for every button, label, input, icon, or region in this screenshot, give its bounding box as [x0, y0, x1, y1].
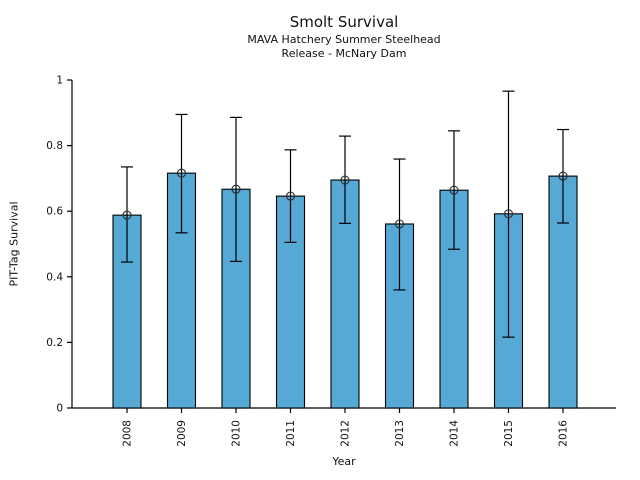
bar-marker — [176, 168, 187, 178]
bar-marker — [394, 219, 405, 229]
bar-marker — [340, 175, 350, 185]
y-tick-label: 1 — [56, 75, 63, 87]
x-axis-label: Year — [332, 455, 356, 468]
x-tick-label: 2015 — [503, 420, 515, 447]
y-tick-label: 0 — [56, 403, 63, 415]
bar-marker — [285, 191, 296, 201]
x-tick-label: 2014 — [449, 420, 461, 447]
x-tick-label: 2010 — [231, 420, 243, 447]
y-tick-label: 0.2 — [46, 337, 63, 349]
x-tick-label: 2013 — [394, 420, 406, 447]
bar-marker — [503, 209, 514, 219]
bar-marker — [558, 171, 568, 181]
y-axis-label: PIT-Tag Survival — [7, 201, 21, 287]
x-tick-label: 2016 — [558, 420, 570, 447]
chart-subtitle-line2: Release - McNary Dam — [281, 47, 407, 60]
bar-marker — [449, 185, 459, 195]
y-tick-label: 0.4 — [46, 271, 63, 283]
bar-marker — [122, 210, 132, 220]
chart-title: Smolt Survival — [289, 13, 399, 31]
x-tick-label: 2011 — [285, 420, 297, 447]
bar-marker — [231, 184, 241, 194]
y-tick-label: 0.8 — [46, 140, 63, 152]
x-tick-label: 2009 — [176, 420, 188, 447]
x-tick-label: 2012 — [340, 420, 352, 447]
x-tick-label: 2008 — [122, 420, 134, 447]
chart-subtitle-line1: MAVA Hatchery Summer Steelhead — [247, 33, 441, 46]
y-tick-label: 0.6 — [46, 206, 63, 218]
